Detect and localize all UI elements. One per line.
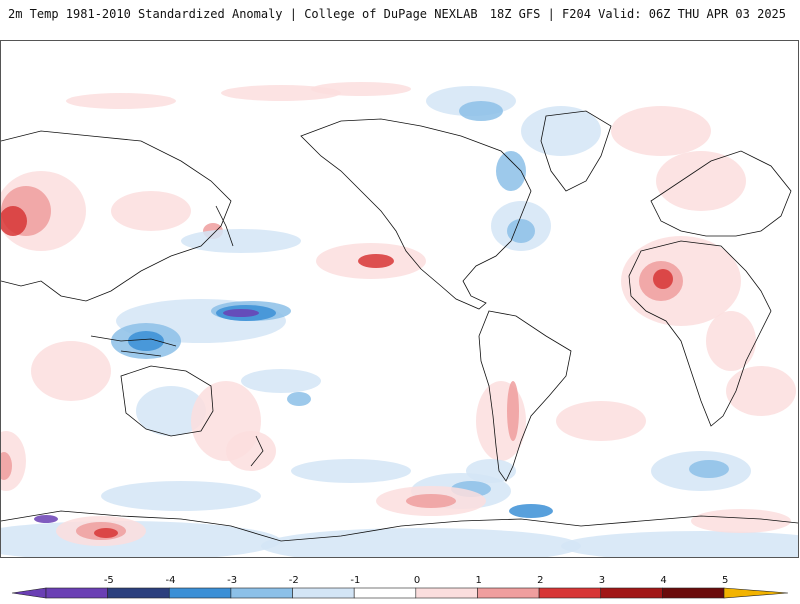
anomaly-patch xyxy=(1,206,27,236)
coastline xyxy=(478,310,572,482)
anomaly-patch xyxy=(509,504,553,518)
colorbar-bin xyxy=(662,587,725,599)
colorbar-tick-label: -4 xyxy=(165,575,176,586)
colorbar-bin xyxy=(477,587,540,599)
anomaly-shading xyxy=(1,82,798,557)
colorbar-bin xyxy=(168,587,232,599)
anomaly-patch xyxy=(94,528,118,538)
anomaly-patch xyxy=(561,531,798,557)
anomaly-patch xyxy=(521,106,601,156)
anomaly-patch xyxy=(34,515,58,523)
anomaly-patch xyxy=(111,191,191,231)
coastline xyxy=(540,110,612,192)
anomaly-patch xyxy=(358,254,394,268)
colorbar-bin xyxy=(45,587,108,599)
colorbar-tick-label: 3 xyxy=(598,575,606,586)
coastlines xyxy=(1,110,798,542)
header: 2m Temp 1981-2010 Standardized Anomaly |… xyxy=(0,0,800,40)
anomaly-patch xyxy=(726,366,796,416)
colorbar-bin xyxy=(292,587,355,599)
anomaly-patch xyxy=(66,93,176,109)
colorbar-bin xyxy=(600,587,663,599)
colorbar-high-overflow xyxy=(723,587,789,599)
coastline xyxy=(215,205,234,247)
colorbar-tick-label: 2 xyxy=(537,575,544,586)
colorbar-scale xyxy=(11,587,789,599)
anomaly-patch xyxy=(31,341,111,401)
coastline xyxy=(1,510,798,542)
colorbar: -5 -4 -3 -2 -1 0 1 2 3 4 5 xyxy=(0,558,800,600)
anomaly-patch xyxy=(656,151,746,211)
anomaly-patch xyxy=(311,82,411,96)
colorbar-tick-label: 0 xyxy=(413,575,421,586)
anomaly-patch xyxy=(1,452,12,480)
colorbar-bin xyxy=(538,587,602,599)
anomaly-patch xyxy=(181,229,301,253)
coastline xyxy=(1,130,232,302)
coastline xyxy=(250,435,264,467)
anomaly-patch xyxy=(128,331,164,351)
anomaly-patch xyxy=(496,151,526,191)
anomaly-patch xyxy=(556,401,646,441)
coastline xyxy=(650,150,792,237)
colorbar-bin xyxy=(107,587,170,599)
colorbar-bin xyxy=(230,587,293,599)
coastline xyxy=(90,335,177,357)
anomaly-patch xyxy=(507,381,519,441)
colorbar-tick-label: -3 xyxy=(227,575,238,586)
colorbar-low-overflow xyxy=(11,587,47,599)
model-run-info: 18Z GFS | F204 Valid: 06Z THU APR 03 202… xyxy=(489,7,786,21)
anomaly-patch xyxy=(261,528,581,557)
anomaly-patch xyxy=(101,481,261,511)
map-panel[interactable] xyxy=(0,40,799,558)
colorbar-tick-label: 1 xyxy=(475,575,482,586)
coastline xyxy=(628,240,772,427)
anomaly-patch xyxy=(291,459,411,483)
colorbar-tick-label: -5 xyxy=(103,575,114,586)
anomaly-patch xyxy=(689,460,729,478)
anomaly-map[interactable] xyxy=(1,41,798,557)
anomaly-patch xyxy=(226,431,276,471)
anomaly-patch xyxy=(653,269,673,289)
anomaly-patch xyxy=(706,311,756,371)
anomaly-patch xyxy=(287,392,311,406)
anomaly-patch xyxy=(223,309,259,317)
anomaly-patch xyxy=(406,494,456,508)
anomaly-patch xyxy=(136,386,206,436)
colorbar-bin xyxy=(353,587,417,599)
map-title: 2m Temp 1981-2010 Standardized Anomaly |… xyxy=(8,7,478,21)
coastline xyxy=(300,118,532,310)
colorbar-tick-label: 5 xyxy=(721,575,729,586)
colorbar-tick-label: 4 xyxy=(660,575,667,586)
anomaly-patch xyxy=(459,101,503,121)
colorbar-tick-label: -2 xyxy=(288,575,299,586)
anomaly-patch xyxy=(611,106,711,156)
colorbar-tick-label: -1 xyxy=(350,575,361,586)
anomaly-patch xyxy=(507,219,535,243)
colorbar-bin xyxy=(415,587,478,599)
coastline xyxy=(120,365,214,437)
anomaly-patch xyxy=(241,369,321,393)
anomaly-patch xyxy=(691,509,791,533)
